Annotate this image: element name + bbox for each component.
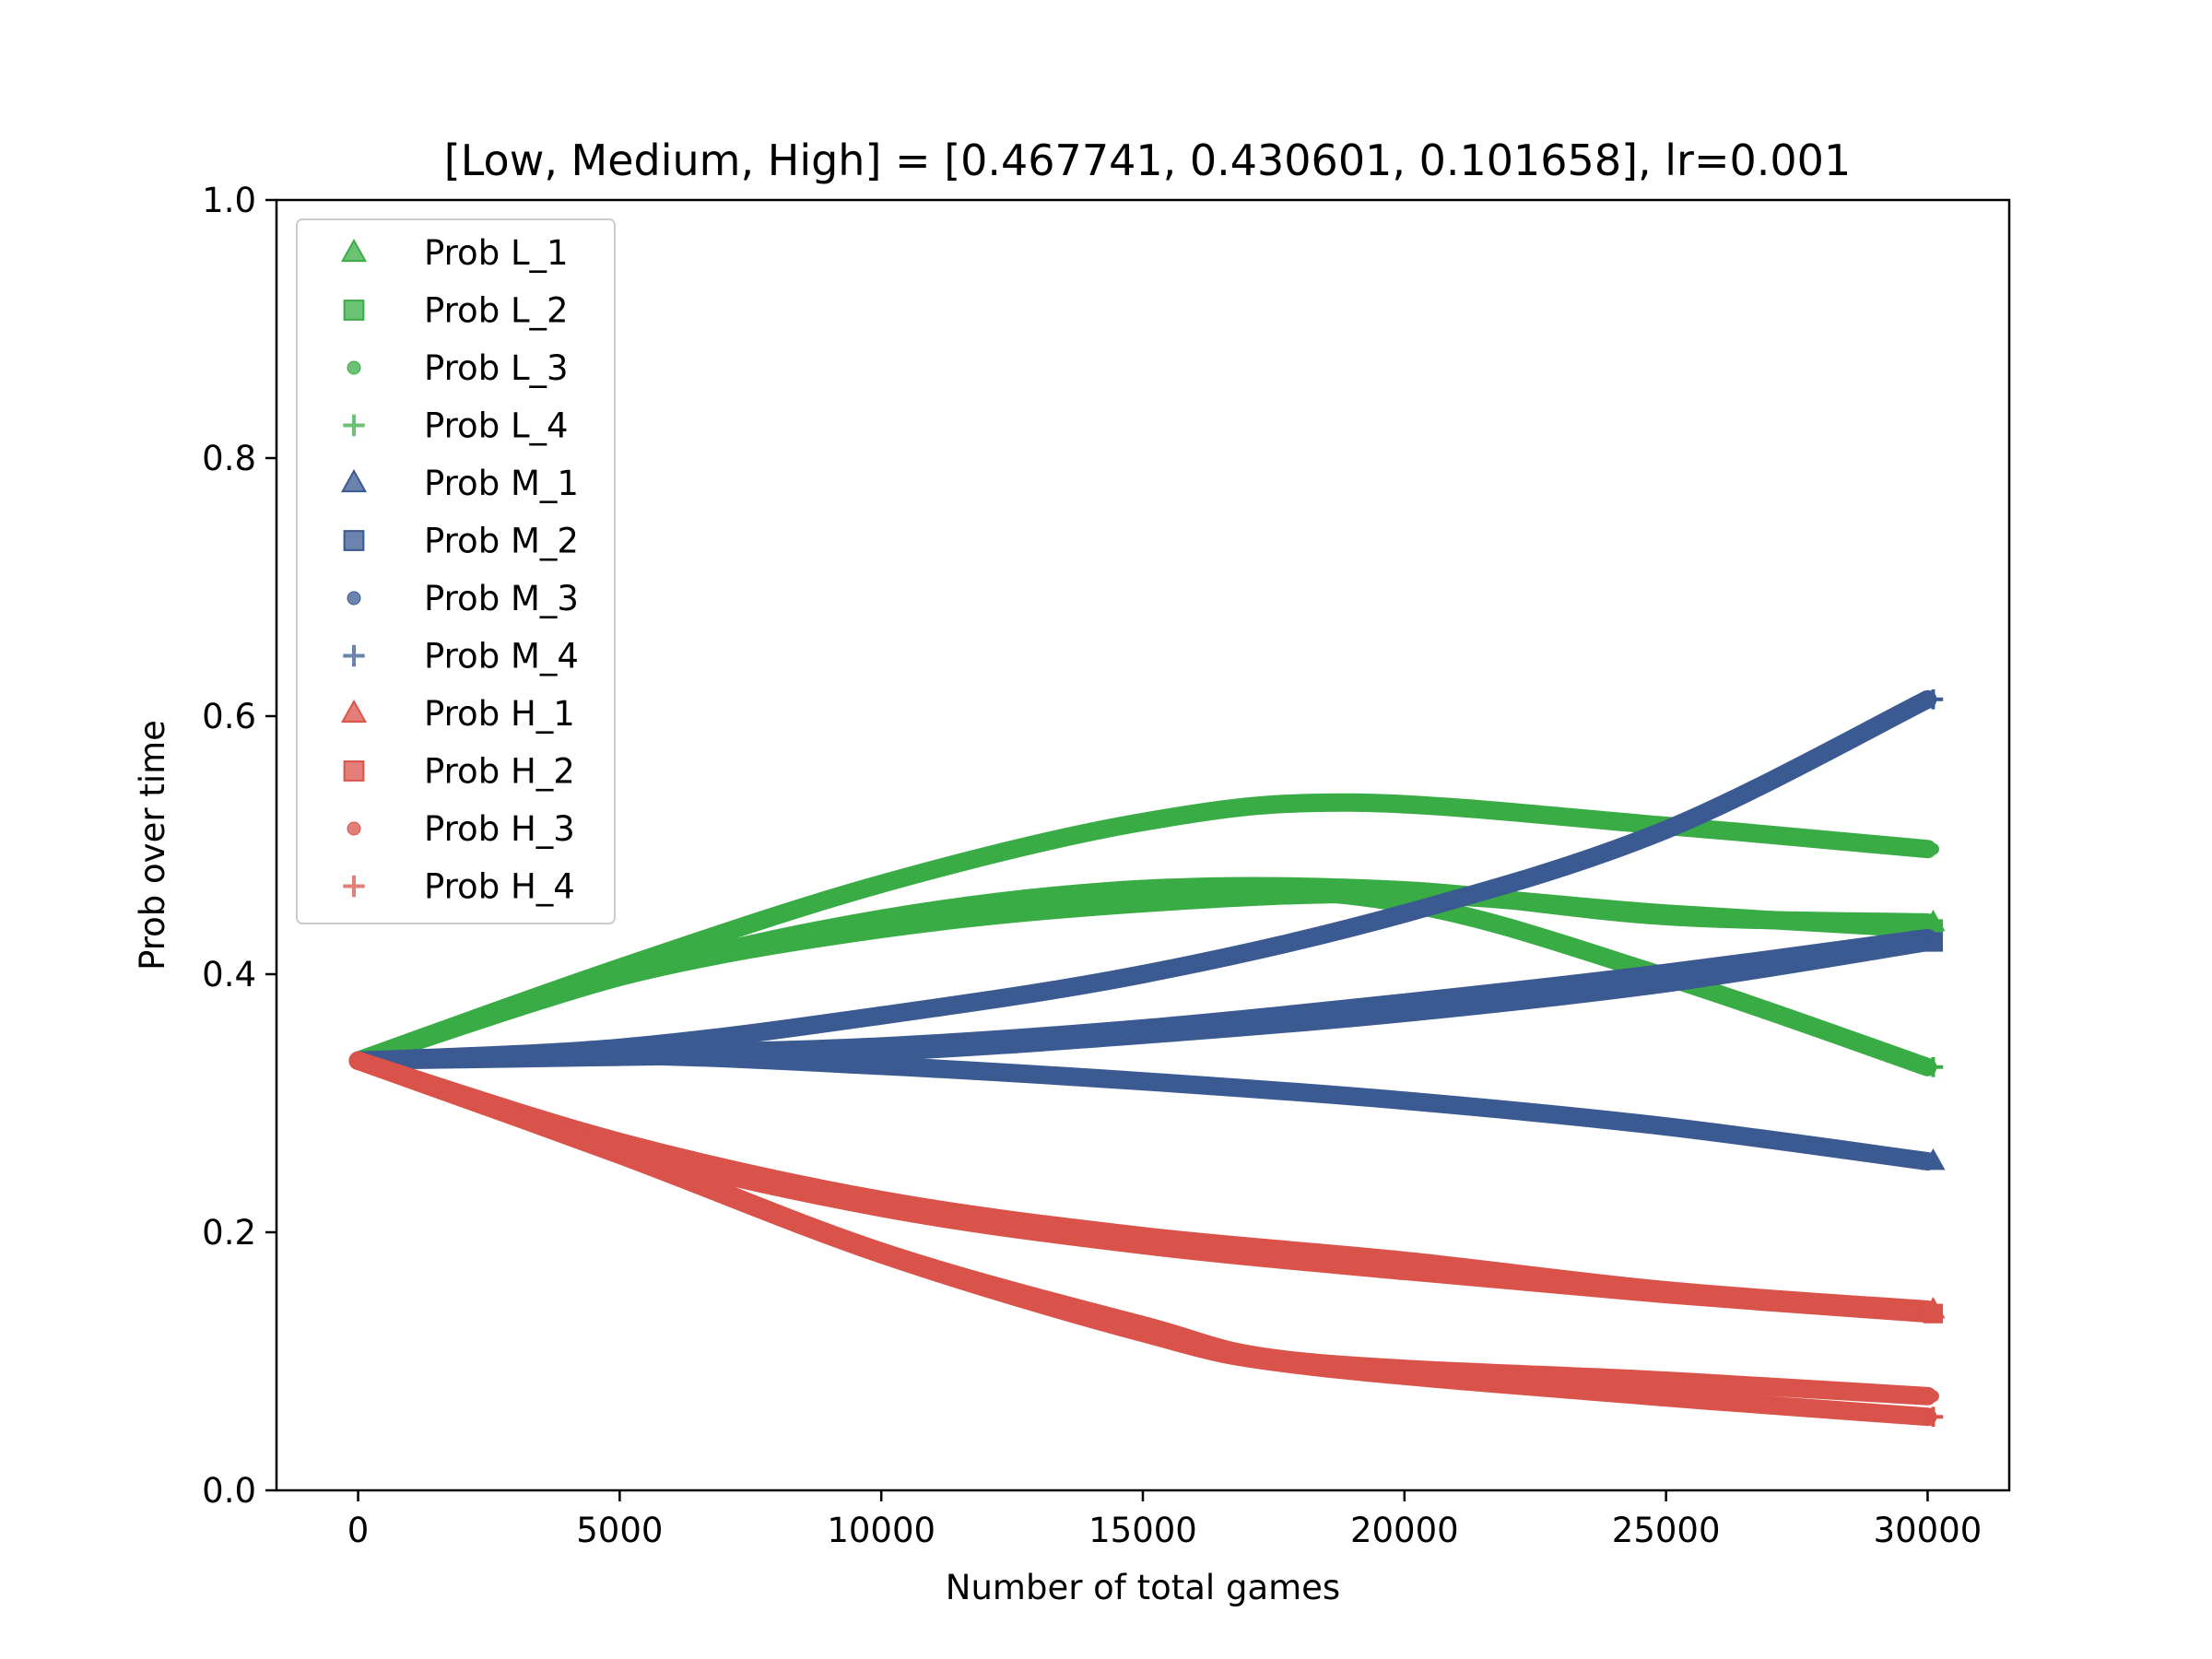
y-tick-label: 1.0 <box>202 181 256 220</box>
series-end-marker-prob-h2 <box>1923 1303 1944 1324</box>
series-end-marker-prob-l4 <box>1923 1057 1944 1077</box>
series-line-prob-h4 <box>348 1051 1937 1427</box>
legend-marker-prob-m2 <box>343 530 365 551</box>
y-tick-label: 0.6 <box>202 697 256 736</box>
legend-label-prob-l2: Prob L_2 <box>424 291 569 331</box>
legend-marker-prob-h4 <box>343 875 365 898</box>
x-tick-label: 5000 <box>576 1511 663 1550</box>
x-axis: 0 5000 10000 15000 20000 25000 30000 <box>347 1490 1983 1550</box>
legend-label-prob-m2: Prob M_2 <box>424 522 579 561</box>
legend-label-prob-l3: Prob L_3 <box>424 348 569 388</box>
legend-label-prob-h3: Prob H_3 <box>424 809 575 849</box>
series-end-marker-prob-h4 <box>1923 1406 1944 1427</box>
x-tick-label: 30000 <box>1874 1511 1983 1550</box>
y-tick-label: 0.8 <box>202 439 256 478</box>
x-tick-label: 25000 <box>1612 1511 1721 1550</box>
y-tick-label: 0.0 <box>202 1471 256 1511</box>
legend-marker-prob-m4 <box>343 644 365 667</box>
legend-marker-prob-l3 <box>347 360 361 375</box>
legend-label-prob-h4: Prob H_4 <box>424 867 575 907</box>
x-tick-label: 0 <box>347 1511 370 1550</box>
x-axis-label: Number of total games <box>946 1568 1340 1607</box>
legend-marker-prob-l4 <box>343 414 365 437</box>
y-tick-label: 0.2 <box>202 1213 256 1253</box>
legend-marker-prob-l2 <box>343 300 365 321</box>
legend-marker-prob-m3 <box>347 591 361 606</box>
chart-title: [Low, Medium, High] = [0.467741, 0.43060… <box>444 135 1851 185</box>
legend-label-prob-m4: Prob M_4 <box>424 637 579 677</box>
series-end-marker-prob-l3 <box>1926 842 1939 855</box>
series-end-marker-prob-m1 <box>1921 1147 1946 1171</box>
x-tick-label: 10000 <box>827 1511 935 1550</box>
plot-area <box>348 689 1946 1427</box>
series-end-marker-prob-m4 <box>1923 689 1944 710</box>
legend-marker-prob-h2 <box>343 760 365 782</box>
series-line-prob-m4 <box>348 689 1937 1070</box>
y-axis: 0.0 0.2 0.4 0.6 0.8 1.0 <box>202 181 276 1511</box>
y-axis-label: Prob over time <box>133 720 172 971</box>
legend-label-prob-l4: Prob L_4 <box>424 406 569 446</box>
legend: Prob L_1 Prob L_2 Prob L_3 Prob L_4 Prob M_1… <box>296 218 616 924</box>
y-tick-label: 0.4 <box>202 955 256 994</box>
legend-marker-prob-m1 <box>340 468 368 493</box>
series-end-marker-prob-m3 <box>1926 932 1939 945</box>
legend-label-prob-m3: Prob M_3 <box>424 579 579 618</box>
legend-frame <box>296 218 616 924</box>
legend-label-prob-h2: Prob H_2 <box>424 752 575 792</box>
x-tick-label: 20000 <box>1350 1511 1459 1550</box>
x-tick-label: 15000 <box>1088 1511 1197 1550</box>
series-end-marker-prob-h3 <box>1926 1390 1939 1403</box>
legend-label-prob-l1: Prob L_1 <box>424 233 569 273</box>
legend-label-prob-h1: Prob H_1 <box>424 694 575 734</box>
legend-marker-prob-l1 <box>340 238 368 263</box>
legend-marker-prob-h1 <box>340 699 368 724</box>
legend-marker-prob-h3 <box>347 821 361 836</box>
legend-label-prob-m1: Prob M_1 <box>424 464 579 503</box>
